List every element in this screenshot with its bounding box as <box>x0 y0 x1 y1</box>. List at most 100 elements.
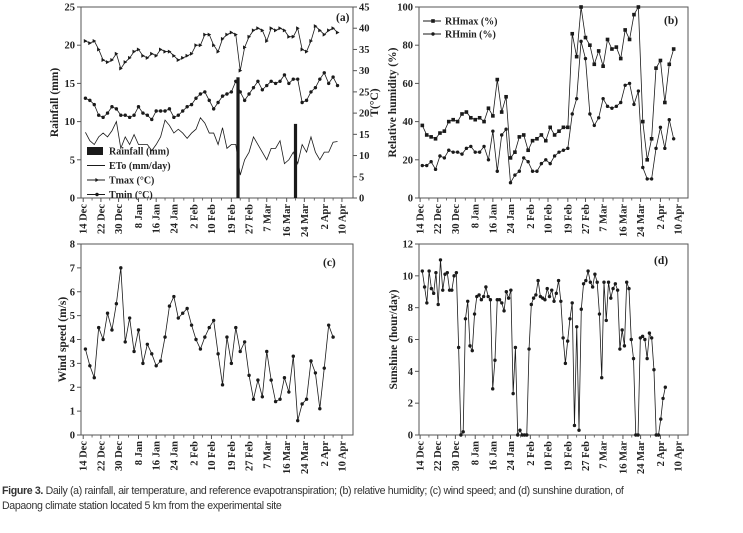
rhmin-point <box>526 160 530 164</box>
x-tick-label: 24 Jan <box>169 204 180 234</box>
y-tick-label: 10 <box>65 117 76 128</box>
rhmin-point <box>469 144 473 149</box>
wind-speed-point <box>287 390 291 394</box>
figure-caption: Figure 3. Daily (a) rainfall, air temper… <box>2 484 743 514</box>
rhmax-point <box>618 56 623 61</box>
rhmin-point <box>517 169 522 173</box>
x-tick-label: 30 Dec <box>114 204 125 234</box>
legend-label: ETo (mm/day) <box>109 161 171 172</box>
sunshine-point <box>427 269 431 273</box>
wind-speed-point <box>225 335 229 339</box>
wind-speed-point <box>242 340 247 344</box>
sunshine-point <box>438 258 443 262</box>
legend-marker <box>431 32 435 36</box>
tmin-c-point <box>88 98 92 103</box>
tmax-c-point <box>105 60 110 65</box>
tmin-c-point <box>167 107 172 111</box>
wind-speed-point <box>132 349 136 354</box>
sunshine-point <box>420 269 425 273</box>
rhmax-point <box>605 37 610 42</box>
y-tick-label: 80 <box>403 41 414 52</box>
tmin-c-point <box>287 81 291 86</box>
chart-panel-b: 14 Dec 22 Dec 30 Dec 8 Jan 16 Jan 24 Jan 2 Feb… <box>387 3 689 237</box>
wind-speed-point <box>203 335 207 339</box>
sunshine-point <box>575 325 579 329</box>
y-axis-label: Wind speed (m/s) <box>57 297 69 383</box>
rhmax-point <box>460 112 464 116</box>
sunshine-point <box>552 299 556 303</box>
wind-speed-point <box>181 311 185 315</box>
plot-frame <box>80 6 354 199</box>
sunshine-point <box>472 312 477 316</box>
tmax-c-point <box>198 43 203 48</box>
tmin-c-point <box>101 115 105 120</box>
tmax-c-point <box>88 41 92 46</box>
sunshine-point <box>588 280 593 284</box>
sunshine-point <box>515 433 520 437</box>
tmin-c-point <box>256 79 260 83</box>
rhmax-point <box>610 47 614 51</box>
rhmax-line <box>421 5 675 160</box>
tmax-c-point <box>260 28 265 33</box>
x-tick-label: 16 Mar <box>618 441 629 474</box>
rhmax-point <box>513 150 517 154</box>
rhmax-point <box>592 62 597 67</box>
caption-text-1: Daily (a) rainfall, air temperature, and… <box>43 485 624 497</box>
legend-marker <box>95 178 99 182</box>
wind-speed-point <box>278 397 282 401</box>
tmax-c-point <box>212 43 216 48</box>
rhmax-point <box>455 119 460 124</box>
sunshine-point <box>425 301 429 305</box>
rhmin-point <box>667 117 671 122</box>
sunshine-point <box>518 428 522 432</box>
x-tick-label: 10 Apr <box>674 204 685 235</box>
tmax-c-point <box>234 32 238 37</box>
sunshine-point <box>456 345 461 350</box>
rhmin-point <box>447 148 451 152</box>
wind-speed-line <box>85 267 334 421</box>
x-tick-label: 16 Jan <box>152 204 163 234</box>
tmax-c-point <box>265 38 269 43</box>
rhmax-point <box>535 136 539 141</box>
sunshine-point <box>613 282 618 286</box>
caption-label: Figure 3. <box>2 485 43 497</box>
sunshine-point <box>502 309 506 313</box>
tmax-c-point <box>243 45 247 50</box>
x-tick-label: 16 Jan <box>152 441 163 471</box>
rhmax-point <box>588 43 592 47</box>
y-tick-label: 2 <box>408 399 413 410</box>
y-tick-label: 0 <box>70 194 75 205</box>
sunshine-point <box>493 358 497 362</box>
sunshine-point <box>466 299 470 303</box>
rhmin-point <box>433 167 438 172</box>
rainfall-bar <box>293 123 298 198</box>
y-right-tick-label: 30 <box>359 66 370 77</box>
wind-speed-point <box>229 361 234 366</box>
tmax-c-point <box>238 68 243 73</box>
rhmax-point <box>614 45 619 49</box>
x-tick-label: 10 Feb <box>543 204 554 234</box>
sunshine-point <box>450 288 454 292</box>
sunshine-point <box>531 296 536 300</box>
rhmax-point <box>623 28 627 32</box>
sunshine-point <box>663 385 668 389</box>
sunshine-point <box>513 345 518 350</box>
wind-speed-point <box>265 349 269 354</box>
rhmin-point <box>544 158 548 162</box>
x-tick-label: 27 Feb <box>581 441 592 471</box>
sunshine-point <box>497 298 502 302</box>
sunshine-point <box>579 307 583 311</box>
chart-panel-c: 14 Dec 22 Dec 30 Dec 8 Jan 16 Jan 24 Jan 2 Feb… <box>57 240 354 474</box>
x-tick-label: 14 Dec <box>416 204 427 234</box>
x-tick-label: 8 Jan <box>134 441 145 465</box>
rhmax-point <box>429 135 433 139</box>
tmin-c-point <box>251 85 256 90</box>
wind-speed-point <box>136 328 141 332</box>
tmax-c-point <box>287 34 291 39</box>
y-tick-label: 0 <box>408 431 413 442</box>
rhmax-point <box>504 94 508 99</box>
sunshine-point <box>454 270 459 275</box>
sunshine-point <box>561 336 565 340</box>
tmin-c-point <box>172 115 176 120</box>
tmin-c-point <box>335 83 340 88</box>
